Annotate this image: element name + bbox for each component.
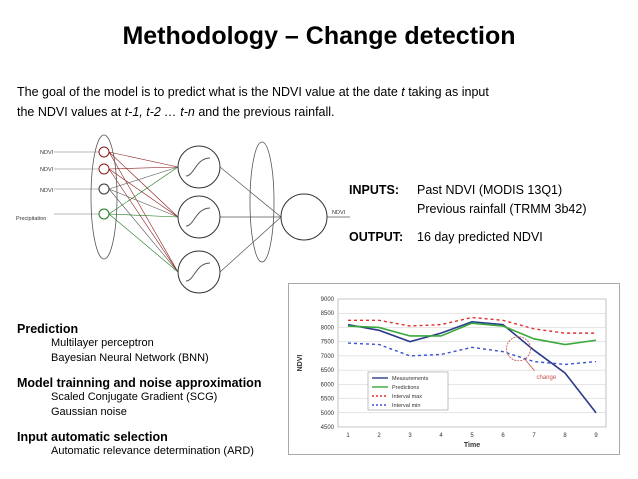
nn-connection [108,166,179,170]
inputs-value-2: Previous rainfall (TRMM 3b42) [417,202,587,216]
x-tick-label: 6 [501,433,505,439]
y-tick-label: 6000 [321,382,335,388]
ndvi-chart: 4500 5000 5500 6000 6500 7000 7500 8000 8500 9000… [297,297,607,449]
input-node [98,183,110,195]
section-title: Input automatic selection [17,430,168,444]
section-title: Model trainning and noise approximation [17,376,262,390]
section-item: Scaled Conjugate Gradient (SCG) [51,391,218,403]
slide-title: Methodology – Change detection [122,22,516,50]
output-value: 16 day predicted NDVI [417,230,543,244]
nn-connection [108,213,179,218]
nn-connection [108,213,179,273]
nn-connection [108,151,179,273]
x-tick-label: 1 [346,433,350,439]
neural-network-diagram: NDVI NDVI NDVI Precipitation NDVI [16,134,350,294]
nn-input-label: NDVI [40,150,54,156]
section-title: Prediction [17,322,79,336]
nn-connection [108,168,179,273]
methods-list: Prediction Multilayer perceptron Bayesia… [17,322,297,459]
x-tick-label: 2 [377,433,381,439]
x-tick-label: 9 [594,433,598,439]
nn-output-label: NDVI [332,210,346,216]
output-weights-ellipse [249,141,275,263]
nn-connection [108,188,179,218]
inputs-value-1: Past NDVI (MODIS 13Q1) [417,183,563,197]
section-item: Automatic relevance determination (ARD) [51,445,254,457]
y-tick-label: 5000 [321,411,335,417]
nn-connection [108,166,179,190]
y-tick-label: 7500 [321,340,335,346]
x-tick-label: 7 [532,433,536,439]
x-tick-label: 4 [439,433,443,439]
nn-input-label: NDVI [40,188,54,194]
x-tick-label: 5 [470,433,474,439]
nn-connection [108,166,179,215]
legend-label: Interval max [392,394,422,400]
hidden-node [177,145,221,189]
goal-text: The goal of the model is to predict what… [17,85,489,119]
legend-label: Measurements [392,376,429,382]
nn-input-label: Precipitation [16,216,46,222]
nn-connection [108,151,179,218]
y-tick-label: 4500 [321,425,335,431]
series-line [347,322,597,346]
x-axis-label: Time [464,442,480,449]
series-line [347,320,597,414]
section-item: Bayesian Neural Network (BNN) [51,352,209,364]
input-node [98,163,110,175]
output-node [280,193,328,241]
input-layer-ellipse [90,134,118,260]
y-tick-label: 7000 [321,354,335,360]
x-tick-label: 3 [408,433,412,439]
nn-connection [108,151,179,168]
y-tick-label: 6500 [321,368,335,374]
legend-label: Predictions [392,385,419,391]
change-arrow [524,358,535,372]
input-node [98,208,110,220]
nn-connection [108,188,179,273]
input-node [98,146,110,158]
section-item: Multilayer perceptron [51,337,154,349]
series-line [347,342,597,366]
y-tick-label: 8000 [321,325,335,331]
nn-input-label: NDVI [40,167,54,173]
hidden-node [177,250,221,294]
nn-connection [219,216,282,273]
y-tick-label: 9000 [321,297,335,303]
hidden-node [177,195,221,239]
legend-label: Interval min [392,403,420,409]
x-tick-label: 8 [563,433,567,439]
change-annotation: change [537,375,557,381]
section-item: Gaussian noise [51,406,127,418]
y-tick-label: 5500 [321,397,335,403]
inputs-label: INPUTS: [349,183,399,197]
output-label: OUTPUT: [349,230,404,244]
nn-connection [108,168,179,218]
y-tick-label: 8500 [321,311,335,317]
y-axis-label: NDVI [297,355,304,372]
